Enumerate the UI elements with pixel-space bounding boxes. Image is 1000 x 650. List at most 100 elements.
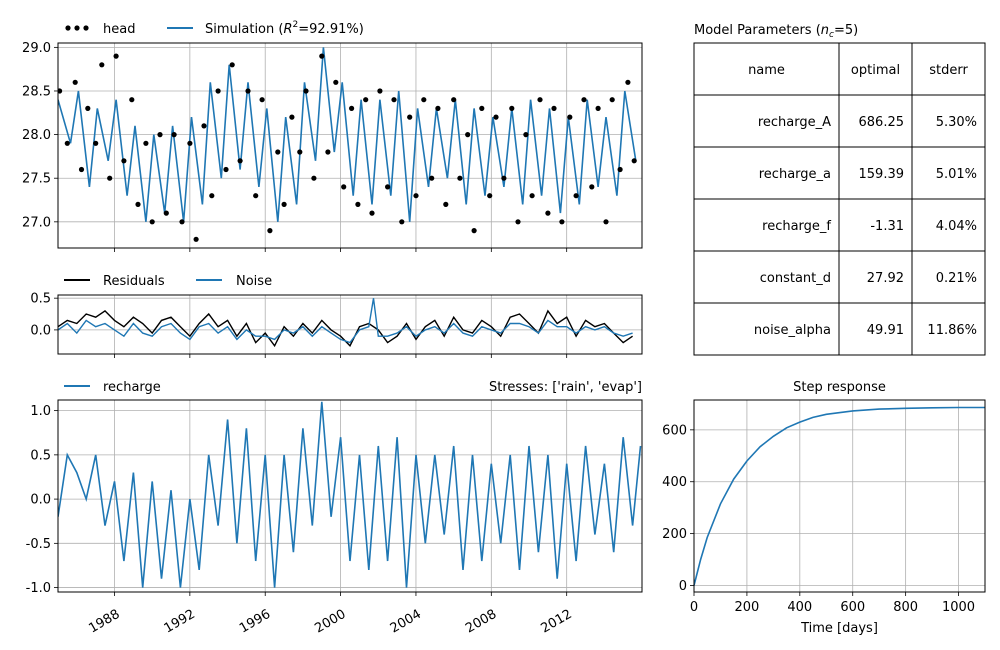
head-observation-point (64, 140, 70, 146)
head-observation-point (187, 140, 193, 146)
head-observation-point (399, 219, 405, 225)
legend-head-dot (74, 25, 80, 31)
head-observation-point (407, 114, 413, 120)
head-observation-point (363, 97, 369, 103)
head-panel: 27.0 27.5 28.0 28.5 29.0 head Simulation (R2… (22, 20, 643, 252)
head-grid (58, 43, 642, 248)
recharge-series (58, 401, 642, 588)
head-observation-point (93, 140, 99, 146)
head-observation-point (355, 201, 361, 207)
recharge-line (58, 401, 642, 588)
head-observation-point (311, 175, 317, 181)
head-observation-point (471, 228, 477, 234)
residuals-panel: 0.5 0.0 Residuals Noise (30, 274, 643, 358)
table-grid: name optimal stderr recharge_A 686.25 5.30% re… (693, 42, 986, 356)
table-cell-value: 49.91 (867, 323, 904, 338)
head-observation-point (551, 105, 557, 111)
head-observation-point (501, 175, 507, 181)
step-title: Step response (793, 380, 886, 395)
table-cell-value: constant_d (760, 271, 831, 286)
recharge-xtick-label: 1992 (162, 607, 198, 637)
head-observation-point (135, 201, 141, 207)
residuals-series (58, 298, 633, 348)
head-observation-point (333, 79, 339, 85)
head-observation-point (421, 97, 427, 103)
head-series (58, 47, 637, 242)
residuals-ytick-label: 0.5 (30, 292, 51, 307)
head-ytick-label: 28.5 (22, 84, 51, 99)
head-observation-point (451, 97, 457, 103)
head-observation-point (573, 193, 579, 199)
head-observation-point (523, 132, 529, 138)
head-observation-point (113, 53, 119, 59)
head-observation-point (171, 132, 177, 138)
head-observation-point (325, 149, 331, 155)
head-observation-point (443, 201, 449, 207)
residuals-y-ticks: 0.5 0.0 (30, 292, 568, 358)
table-header-name: name (748, 63, 785, 78)
recharge-xtick-label: 2008 (463, 607, 499, 637)
step-ytick-label: 0 (679, 579, 687, 594)
legend-recharge-label: recharge (103, 380, 161, 395)
head-observation-point (429, 175, 435, 181)
head-observation-point (229, 62, 235, 68)
head-observation-point (121, 158, 127, 164)
head-observation-point (465, 132, 471, 138)
recharge-xtick-label: 2004 (388, 607, 424, 637)
head-y-ticks: 27.0 27.5 28.0 28.5 29.0 (22, 41, 568, 252)
recharge-panel: 1.0 0.5 0.0 -0.5 -1.0 1988 1992 1996 2000 2004 20… (26, 380, 643, 637)
recharge-xtick-label: 2000 (312, 607, 348, 637)
legend-head-label: head (103, 22, 135, 37)
head-ytick-label: 29.0 (22, 41, 51, 56)
head-observation-point (391, 97, 397, 103)
noise-line (58, 298, 633, 344)
residuals-ytick-label: 0.0 (30, 323, 51, 338)
table-cell-value: 159.39 (859, 167, 905, 182)
head-observation-point (237, 158, 243, 164)
legend-simulation-label: Simulation (R2=92.91%) (205, 20, 364, 37)
recharge-grid (58, 400, 642, 592)
head-observation-point (609, 97, 615, 103)
recharge-x-ticks: 1988 1992 1996 2000 2004 2008 2012 (86, 592, 575, 637)
parameter-table: Model Parameters (nc=5) name optimal stder… (693, 23, 986, 356)
head-observation-point (267, 228, 273, 234)
table-cell-value: -1.31 (870, 219, 904, 234)
step-x-label: Time [days] (800, 621, 878, 636)
head-observation-point (107, 175, 113, 181)
head-observation-point (319, 53, 325, 59)
recharge-y-ticks: 1.0 0.5 0.0 -0.5 -1.0 (26, 404, 58, 596)
step-xtick-label: 600 (840, 600, 865, 615)
recharge-axes-frame (57, 399, 643, 593)
residuals-legend: Residuals Noise (64, 274, 272, 289)
legend-head-dot (83, 25, 89, 31)
table-cell-value: 0.21% (936, 271, 977, 286)
head-observation-point (529, 193, 535, 199)
head-observation-point (581, 97, 587, 103)
table-cell-value: 11.86% (927, 323, 977, 338)
step-panel: 0 200 400 600 800 1000 0 200 400 600 Step respons… (662, 380, 986, 636)
head-observation-point (509, 105, 515, 111)
step-xtick-label: 800 (893, 600, 918, 615)
table-cell-value: recharge_a (759, 167, 831, 182)
head-observation-point (215, 88, 221, 94)
step-ticks: 0 200 400 600 800 1000 0 200 400 600 (662, 423, 975, 615)
recharge-legend: recharge (64, 380, 161, 395)
head-observation-point (537, 97, 543, 103)
head-observation-point (589, 184, 595, 190)
table-header-stderr: stderr (929, 63, 968, 78)
head-observation-point (625, 79, 631, 85)
head-observation-point (179, 219, 185, 225)
recharge-ytick-label: -0.5 (26, 537, 51, 552)
head-observation-point (303, 88, 309, 94)
head-observation-point (193, 236, 199, 242)
head-observation-point (157, 132, 163, 138)
table-cell-value: 27.92 (867, 271, 904, 286)
step-grid (693, 400, 985, 592)
head-observation-point (617, 166, 623, 173)
table-cell-value: 686.25 (859, 115, 905, 130)
head-axes-frame (57, 42, 643, 249)
head-observation-point (72, 79, 78, 85)
recharge-ytick-label: -1.0 (26, 581, 51, 596)
recharge-ytick-label: 0.5 (30, 448, 51, 463)
